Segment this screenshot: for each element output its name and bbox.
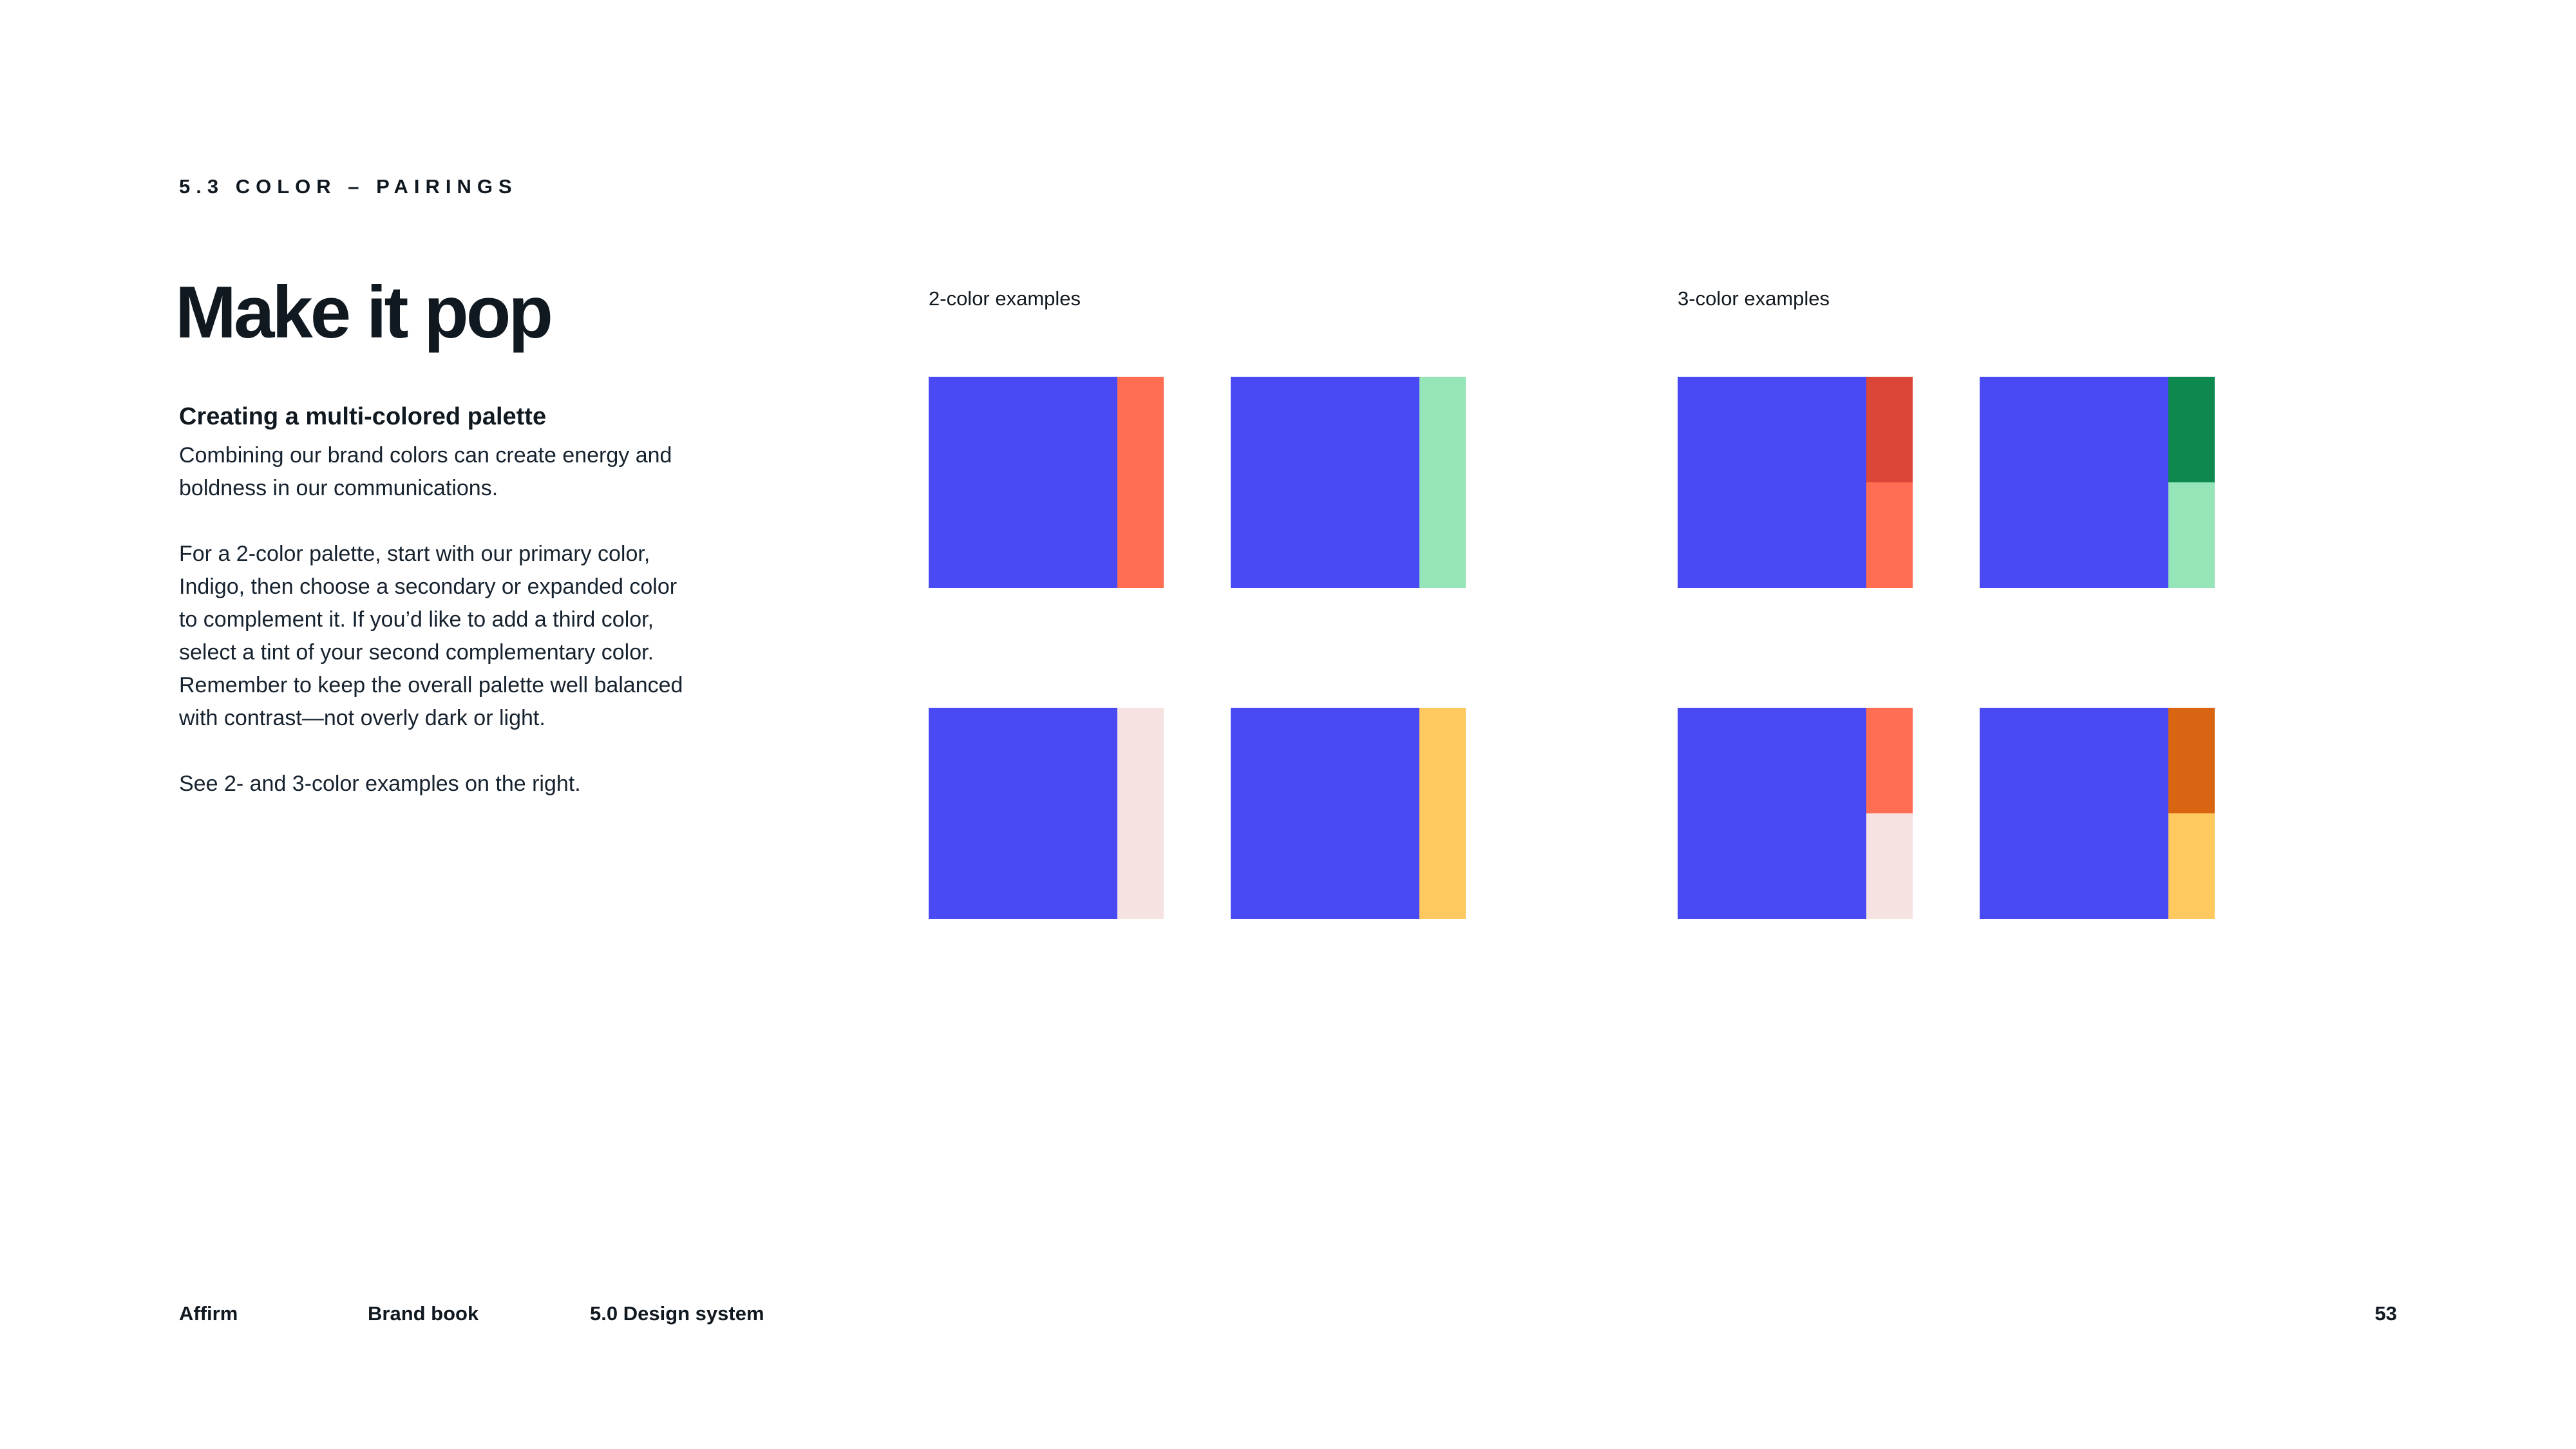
swatch-accent-block	[2168, 708, 2215, 813]
two-color-examples-label: 2-color examples	[929, 287, 1081, 310]
swatch-base-indigo	[929, 708, 1117, 919]
swatch-accent-block	[1419, 377, 1466, 588]
swatch-indigo-pale-pink	[929, 708, 1164, 919]
footer-page-number: 53	[2374, 1302, 2397, 1325]
swatch-indigo-coral-pale-pink	[1678, 708, 1913, 919]
swatch-accent-column	[2168, 377, 2215, 588]
swatch-accent-block	[1117, 708, 1164, 919]
footer-book-title: Brand book	[368, 1302, 479, 1325]
swatch-accent-block	[1117, 377, 1164, 588]
swatch-base-indigo	[929, 377, 1117, 588]
swatch-accent-column	[2168, 708, 2215, 919]
swatch-base-indigo	[1980, 377, 2168, 588]
swatch-base-indigo	[1678, 708, 1866, 919]
swatch-accent-block	[1866, 813, 1913, 919]
swatch-accent-column	[1117, 377, 1164, 588]
body-paragraph-1: Combining our brand colors can create en…	[179, 443, 672, 500]
section-eyebrow: 5.3 COLOR – PAIRINGS	[179, 175, 518, 198]
swatch-indigo-green-seafoam	[1980, 377, 2215, 588]
swatch-accent-column	[1866, 377, 1913, 588]
swatch-accent-column	[1866, 708, 1913, 919]
swatch-indigo-gold	[1231, 708, 1466, 919]
footer-section: 5.0 Design system	[590, 1302, 764, 1325]
swatch-accent-block	[1866, 377, 1913, 482]
swatch-base-indigo	[1678, 377, 1866, 588]
swatch-indigo-seafoam	[1231, 377, 1466, 588]
swatch-accent-block	[2168, 813, 2215, 919]
three-color-examples-label: 3-color examples	[1678, 287, 1830, 310]
swatch-base-indigo	[1980, 708, 2168, 919]
page-title: Make it pop	[175, 272, 553, 354]
body-paragraph-2: For a 2-color palette, start with our pr…	[179, 542, 683, 730]
swatch-accent-column	[1117, 708, 1164, 919]
swatch-accent-block	[2168, 482, 2215, 588]
swatch-accent-column	[1419, 377, 1466, 588]
swatch-indigo-coral	[929, 377, 1164, 588]
body-paragraph-3: See 2- and 3-color examples on the right…	[179, 772, 581, 796]
swatch-base-indigo	[1231, 377, 1419, 588]
body-copy: Combining our brand colors can create en…	[179, 439, 862, 833]
swatch-accent-column	[1419, 708, 1466, 919]
footer-brand: Affirm	[179, 1302, 238, 1325]
swatch-indigo-red-coral	[1678, 377, 1913, 588]
swatch-accent-block	[1866, 708, 1913, 813]
swatch-accent-block	[1419, 708, 1466, 919]
swatch-indigo-dark-orange-gold	[1980, 708, 2215, 919]
swatch-accent-block	[2168, 377, 2215, 482]
body-subhead: Creating a multi-colored palette	[179, 403, 547, 430]
swatch-base-indigo	[1231, 708, 1419, 919]
swatch-accent-block	[1866, 482, 1913, 588]
